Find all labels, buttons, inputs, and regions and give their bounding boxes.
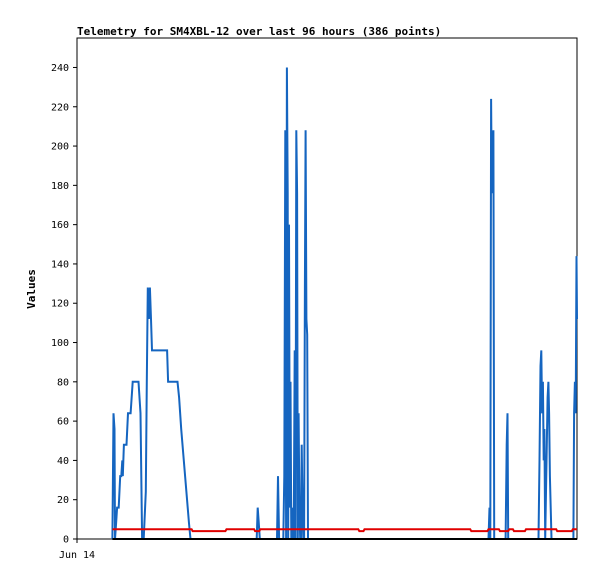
y-tick-label: 160 (51, 220, 69, 231)
y-tick-label: 200 (51, 142, 69, 153)
y-tick-label: 140 (51, 259, 69, 270)
x-tick-label: Jun 14 (59, 550, 95, 561)
plot-frame (76, 37, 578, 540)
y-tick-label: 40 (57, 456, 69, 467)
y-tick-label: 240 (51, 63, 69, 74)
y-axis: 0 20 40 60 80 100 120 140 160 180 200 220 240 (51, 63, 77, 546)
y-tick-label: 80 (57, 377, 69, 388)
x-axis: Jun 14 (59, 539, 95, 561)
y-tick-label: 100 (51, 338, 69, 349)
series-layer (111, 67, 578, 540)
y-tick-label: 60 (57, 417, 69, 428)
chart-title: Telemetry for SM4XBL-12 over last 96 hou… (77, 25, 441, 38)
y-axis-label: Values (25, 269, 38, 309)
y-tick-label: 20 (57, 495, 69, 506)
y-tick-label: 120 (51, 299, 69, 310)
y-tick-label: 180 (51, 181, 69, 192)
series-line-2 (112, 528, 577, 533)
y-tick-label: 0 (63, 535, 69, 546)
y-tick-label: 220 (51, 102, 69, 113)
